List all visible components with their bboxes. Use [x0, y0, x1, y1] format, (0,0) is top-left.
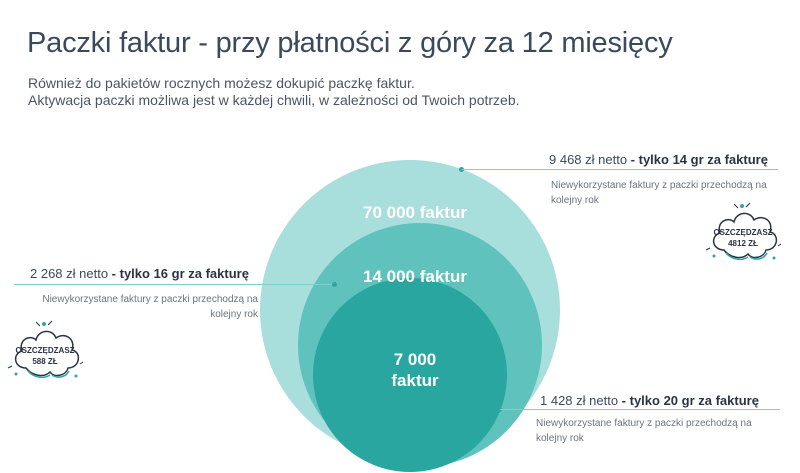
leader-line-14000: [14, 284, 334, 285]
note-14000: Niewykorzystane faktury z paczki przecho…: [40, 292, 258, 322]
price-14000-per-invoice: tylko 16 gr za fakturę: [119, 266, 249, 281]
subtitle-line-2: Aktywacja paczki możliwa jest w każdej c…: [28, 92, 520, 108]
price-14000-amount: 2 268 zł netto: [30, 266, 109, 281]
note-14000-line1: Niewykorzystane faktury z paczki przecho…: [42, 294, 258, 305]
note-7000: Niewykorzystane faktury z paczki przecho…: [536, 416, 752, 446]
price-14000-separator: -: [108, 266, 120, 281]
note-70000-line2: kolejny rok: [551, 195, 599, 206]
cloud-badge-icon: [7, 320, 84, 379]
price-70000-separator: -: [627, 152, 639, 167]
price-7000: 1 428 zł netto - tylko 20 gr za fakturę: [540, 393, 759, 408]
label-7000-line2: faktur: [391, 371, 439, 390]
badge-4812-line2: 4812 ZŁ: [728, 239, 758, 248]
leader-dot-70000: [459, 167, 464, 172]
price-70000-per-invoice: tylko 14 gr za fakturę: [638, 152, 768, 167]
price-7000-per-invoice: tylko 20 gr za fakturę: [629, 393, 759, 408]
badge-4812-text: OSZCZĘDZASZ 4812 ZŁ: [704, 227, 782, 249]
leader-dot-14000: [332, 282, 337, 287]
note-7000-line1: Niewykorzystane faktury z paczki przecho…: [536, 418, 752, 429]
leader-dot-7000: [497, 407, 502, 412]
note-70000-line1: Niewykorzystane faktury z paczki przecho…: [551, 180, 767, 191]
price-7000-separator: -: [618, 393, 630, 408]
circle-7000: [313, 278, 507, 472]
note-70000: Niewykorzystane faktury z paczki przecho…: [551, 178, 767, 208]
page-subtitle: Również do pakietów rocznych możesz doku…: [28, 75, 520, 109]
savings-badge-4812: OSZCZĘDZASZ 4812 ZŁ: [704, 200, 782, 268]
note-14000-line2: kolejny rok: [210, 309, 258, 320]
price-70000: 9 468 zł netto - tylko 14 gr za fakturę: [549, 152, 768, 167]
badge-588-line2: 588 ZŁ: [32, 357, 58, 366]
page-title: Paczki faktur - przy płatności z góry za…: [27, 27, 673, 59]
badge-588-text: OSZCZĘDZASZ 588 ZŁ: [6, 345, 84, 367]
savings-badge-588: OSZCZĘDZASZ 588 ZŁ: [6, 318, 84, 386]
price-7000-amount: 1 428 zł netto: [540, 393, 619, 408]
price-14000: 2 268 zł netto - tylko 16 gr za fakturę: [30, 266, 249, 281]
badge-588-line1: OSZCZĘDZASZ: [15, 346, 75, 355]
leader-line-70000: [462, 169, 778, 170]
note-7000-line2: kolejny rok: [536, 433, 584, 444]
label-7000-line1: 7 000: [393, 350, 437, 369]
badge-4812-line1: OSZCZĘDZASZ: [713, 228, 773, 237]
cloud-badge-icon: [705, 202, 782, 261]
leader-line-7000: [500, 409, 780, 410]
price-70000-amount: 9 468 zł netto: [549, 152, 628, 167]
label-70000: 70 000 faktur: [363, 203, 467, 222]
subtitle-line-1: Również do pakietów rocznych możesz doku…: [28, 75, 415, 91]
label-14000: 14 000 faktur: [363, 267, 467, 286]
label-7000: 7 000 faktur: [355, 349, 475, 391]
